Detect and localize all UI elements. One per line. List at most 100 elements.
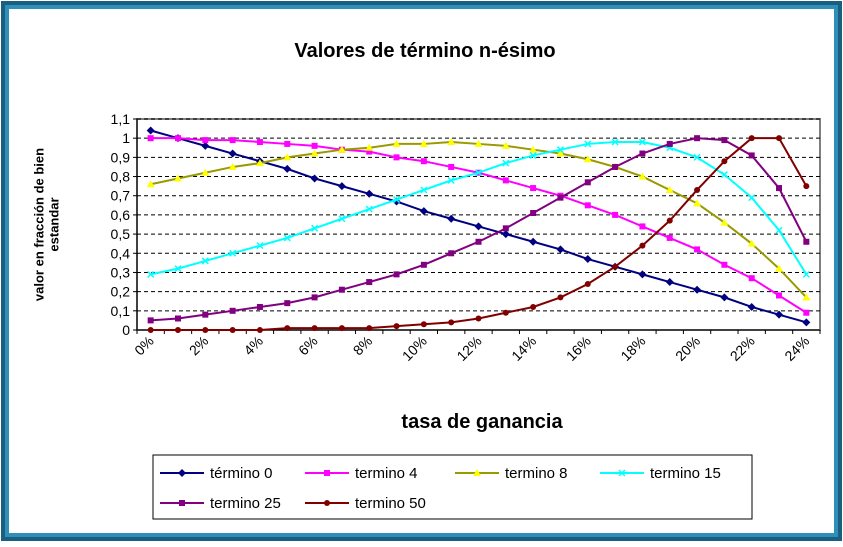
y-tick-label: 1,1 (111, 111, 131, 127)
y-tick-label: 0,3 (111, 264, 131, 280)
x-axis-label: tasa de ganancia (401, 411, 563, 433)
marker (557, 194, 564, 201)
marker (502, 225, 509, 232)
marker (365, 205, 373, 213)
marker (146, 180, 155, 188)
marker (229, 249, 237, 257)
legend-label: termino 8 (505, 465, 568, 482)
y-tick-label: 0,6 (111, 207, 131, 223)
chart-title: Valores de término n-ésimo (294, 40, 555, 62)
marker (502, 309, 509, 316)
marker (529, 145, 538, 153)
marker (173, 174, 182, 182)
marker (530, 209, 537, 216)
y-axis-label-line: estandar (46, 197, 61, 251)
marker (529, 237, 538, 246)
marker (802, 270, 810, 278)
marker (720, 218, 729, 226)
marker (748, 275, 755, 282)
marker (393, 154, 400, 161)
marker (776, 185, 783, 192)
marker (721, 137, 728, 144)
marker (693, 199, 702, 207)
marker (283, 234, 291, 242)
marker (747, 239, 756, 247)
marker (283, 164, 292, 173)
marker (474, 139, 483, 147)
y-tick-label: 0,2 (111, 284, 131, 300)
marker (529, 151, 537, 159)
marker (530, 185, 537, 192)
marker (366, 148, 373, 155)
marker (666, 140, 673, 147)
marker (612, 211, 619, 218)
marker (665, 278, 674, 287)
marker (694, 186, 701, 193)
marker (202, 137, 209, 144)
marker (584, 140, 592, 148)
marker (530, 303, 537, 310)
marker (337, 145, 346, 153)
marker (475, 315, 482, 322)
marker (447, 138, 456, 146)
marker (338, 325, 345, 332)
marker (284, 300, 291, 307)
marker (747, 302, 756, 311)
marker (420, 158, 427, 165)
marker (174, 315, 181, 322)
marker (256, 139, 263, 146)
marker (228, 149, 237, 158)
marker (284, 140, 291, 147)
marker (337, 182, 346, 191)
marker (228, 162, 237, 170)
marker (638, 138, 646, 146)
y-tick-label: 0 (122, 322, 130, 338)
marker (229, 307, 236, 314)
marker (557, 294, 564, 301)
marker (803, 183, 810, 190)
legend-marker (618, 469, 626, 477)
marker (776, 135, 783, 142)
legend-marker (324, 500, 330, 506)
marker (201, 141, 210, 150)
marker (666, 217, 673, 224)
marker (721, 261, 728, 268)
marker (693, 153, 701, 161)
marker (666, 234, 673, 241)
marker (748, 194, 756, 202)
y-tick-label: 1 (122, 130, 130, 146)
marker (803, 238, 810, 245)
marker (255, 159, 264, 167)
marker (556, 146, 564, 154)
marker (638, 270, 647, 279)
marker (474, 169, 483, 177)
marker (502, 177, 509, 184)
marker (366, 325, 373, 332)
y-tick-label: 0,9 (111, 149, 131, 165)
marker (501, 230, 510, 239)
y-axis-label: valor en fracción de bienestandar (31, 148, 61, 301)
marker (502, 159, 510, 167)
marker (311, 325, 318, 332)
marker (584, 280, 591, 287)
marker (584, 202, 591, 209)
marker (638, 172, 647, 180)
marker (556, 245, 565, 254)
marker (447, 176, 455, 184)
marker (720, 293, 729, 302)
marker (201, 257, 209, 265)
marker (583, 155, 592, 163)
marker (310, 174, 319, 183)
marker (501, 141, 510, 149)
legend-marker (178, 469, 186, 477)
marker (474, 222, 483, 231)
marker (393, 271, 400, 278)
marker (419, 139, 428, 147)
marker (612, 163, 619, 170)
marker (448, 250, 455, 257)
marker (721, 158, 728, 165)
marker (311, 142, 318, 149)
marker (776, 292, 783, 299)
marker (202, 311, 209, 318)
marker (693, 285, 702, 294)
